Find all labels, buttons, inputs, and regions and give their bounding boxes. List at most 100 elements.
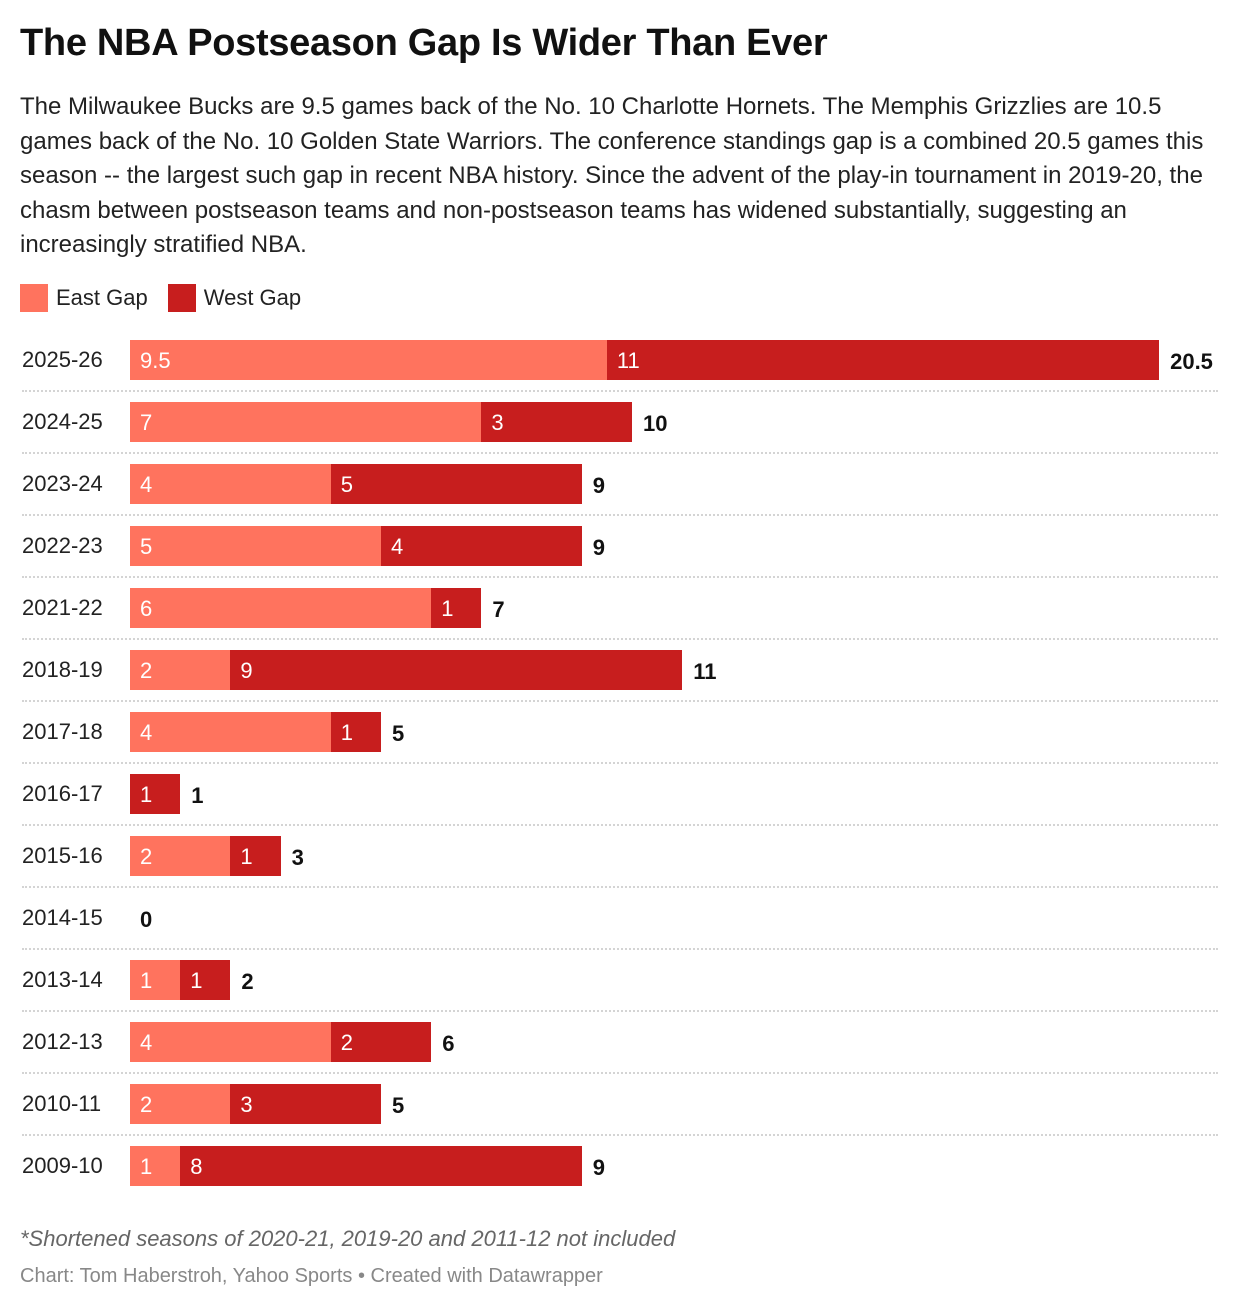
east-value-label: 9.5: [140, 348, 171, 373]
row-divider: [22, 638, 1218, 640]
row-label: 2014-15: [22, 905, 103, 930]
west-value-label: 1: [340, 720, 354, 745]
total-value-label: 9: [592, 535, 606, 560]
chart-title: The NBA Postseason Gap Is Wider Than Eve…: [20, 22, 828, 64]
row-divider: [22, 452, 1218, 454]
legend-swatch-west: [167, 284, 196, 312]
bar-west-gap: [606, 340, 1160, 380]
legend-label-west: West Gap: [203, 285, 302, 310]
footnote: *Shortened seasons of 2020-21, 2019-20 a…: [20, 1226, 676, 1251]
total-value-label: 7: [492, 597, 505, 622]
row-divider: [22, 1072, 1218, 1074]
bar-east-gap: [130, 1146, 181, 1186]
row-divider: [22, 576, 1218, 578]
row-label: 2016-17: [22, 781, 103, 806]
bar-west-gap: [431, 588, 482, 628]
row-divider: [22, 390, 1218, 392]
legend: East Gap West Gap: [20, 284, 321, 312]
bar-west-gap: [180, 1146, 582, 1186]
west-value-label: 1: [240, 844, 253, 869]
bar-east-gap: [130, 402, 482, 442]
bar-west-gap: [381, 526, 582, 566]
west-value-label: 1: [140, 782, 153, 807]
legend-label-east: East Gap: [56, 285, 148, 310]
source-credit: Chart: Tom Haberstroh, Yahoo Sports • Cr…: [20, 1265, 603, 1287]
total-value-label: 3: [291, 845, 304, 870]
east-value-label: 7: [140, 410, 153, 435]
bar-east-gap: [130, 588, 432, 628]
bar-west-gap: [230, 650, 683, 690]
bar-west-gap: [130, 774, 181, 814]
total-value-label: 2: [241, 969, 254, 994]
west-value-label: 3: [240, 1092, 253, 1117]
west-value-label: 3: [491, 410, 504, 435]
east-value-label: 2: [140, 658, 153, 683]
row-divider: [22, 1010, 1218, 1012]
east-value-label: 4: [140, 472, 153, 497]
east-value-label: 1: [140, 1154, 153, 1179]
legend-swatch-east: [20, 284, 48, 312]
total-value-label: 11: [693, 659, 717, 684]
row-label: 2023-24: [22, 471, 103, 496]
row-label: 2022-23: [22, 533, 103, 558]
east-value-label: 2: [140, 844, 153, 869]
bar-west-gap: [330, 464, 582, 504]
west-value-label: 5: [340, 472, 354, 497]
row-label: 2015-16: [22, 843, 103, 868]
west-value-label: 8: [190, 1154, 203, 1179]
row-label: 2024-25: [22, 409, 103, 434]
bar-west-gap: [330, 712, 381, 752]
west-value-label: 2: [340, 1030, 354, 1055]
row-divider: [22, 700, 1218, 702]
west-value-label: 9: [240, 658, 253, 683]
bar-east-gap: [130, 836, 231, 876]
total-value-label: 9: [592, 1155, 606, 1180]
total-value-label: 1: [191, 783, 204, 808]
total-value-label: 9: [592, 473, 606, 498]
bar-east-gap: [130, 650, 231, 690]
bar-east-gap: [130, 464, 331, 504]
bar-east-gap: [130, 1084, 231, 1124]
row-divider: [22, 762, 1218, 764]
bar-east-gap: [130, 712, 331, 752]
east-value-label: 5: [140, 534, 153, 559]
row-label: 2010-11: [22, 1091, 102, 1116]
row-label: 2013-14: [22, 967, 103, 992]
west-value-label: 1: [441, 596, 454, 621]
row-divider: [22, 948, 1218, 950]
east-value-label: 1: [140, 968, 153, 993]
total-value-label: 5: [392, 1093, 405, 1118]
west-value-label: 11: [616, 348, 640, 373]
total-value-label: 20.5: [1170, 349, 1213, 374]
bar-west-gap: [230, 1084, 381, 1124]
legend-item-west: West Gap: [167, 284, 302, 312]
row-label: 2009-10: [22, 1153, 103, 1178]
bar-west-gap: [481, 402, 632, 442]
bar-east-gap: [130, 960, 181, 1000]
east-value-label: 4: [140, 1030, 153, 1055]
west-value-label: 1: [190, 968, 203, 993]
row-divider: [22, 824, 1218, 826]
legend-item-east: East Gap: [20, 284, 148, 312]
bar-west-gap: [180, 960, 231, 1000]
bar-west-gap: [230, 836, 281, 876]
total-value-label: 6: [442, 1031, 455, 1056]
total-value-label: 10: [643, 411, 668, 436]
bar-west-gap: [330, 1022, 432, 1062]
bar-east-gap: [130, 340, 607, 380]
chart-description: The Milwaukee Bucks are 9.5 games back o…: [20, 93, 1204, 258]
row-label: 2012-13: [22, 1029, 103, 1054]
bar-east-gap: [130, 526, 381, 566]
bar-east-gap: [130, 1022, 331, 1062]
east-value-label: 2: [140, 1092, 153, 1117]
row-divider: [22, 514, 1218, 516]
row-label: 2018-19: [22, 657, 103, 682]
total-value-label: 5: [392, 721, 405, 746]
total-value-label: 0: [140, 907, 153, 932]
east-value-label: 6: [140, 596, 153, 621]
row-divider: [22, 1134, 1218, 1136]
east-value-label: 4: [140, 720, 153, 745]
row-label: 2025-26: [22, 347, 103, 372]
row-label: 2017-18: [22, 719, 103, 744]
